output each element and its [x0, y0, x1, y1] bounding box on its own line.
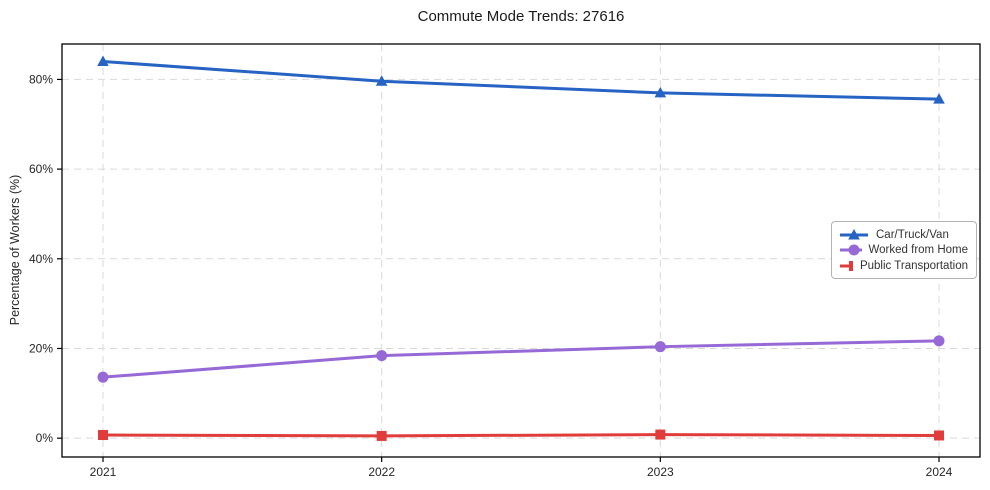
legend-item-worked-from-home: Worked from Home [839, 243, 968, 258]
marker-worked-from-home-2024 [933, 335, 945, 347]
legend-item-public-transportation: Public Transportation [839, 258, 968, 273]
marker-worked-from-home-2021 [97, 371, 109, 383]
marker-car-truck-van-2023 [654, 86, 667, 98]
x-tick-label: 2024 [926, 465, 953, 479]
marker-worked-from-home-2023 [654, 341, 666, 353]
marker-car-truck-van-2022 [375, 75, 388, 86]
marker-car-truck-van-2021 [97, 55, 109, 66]
y-tick-label: 20% [29, 341, 53, 355]
x-tick-label: 2023 [647, 465, 674, 479]
marker-public-transportation-2021 [98, 430, 108, 441]
legend: Car/Truck/Van Worked from Home Public Tran… [831, 221, 977, 279]
legend-item-car-truck-van: Car/Truck/Van [839, 227, 968, 242]
series-line-public-transportation [101, 433, 941, 438]
series-line-car-truck-van [101, 59, 941, 101]
legend-label: Public Transportation [859, 259, 968, 272]
y-tick-label: 40% [29, 252, 53, 266]
legend-label: Car/Truck/Van [876, 228, 949, 241]
series-line-worked-from-home [101, 339, 941, 379]
x-tick-label: 2021 [90, 465, 117, 479]
circle-marker-icon [840, 244, 862, 256]
marker-public-transportation-2024 [934, 430, 944, 441]
marker-public-transportation-2023 [655, 429, 666, 440]
x-tick-label: 2022 [368, 465, 395, 479]
square-marker-icon [840, 260, 853, 271]
triangle-marker-icon [840, 228, 868, 239]
legend-sample-marker [849, 260, 853, 271]
marker-public-transportation-2022 [376, 430, 387, 441]
legend-sample-marker [848, 228, 860, 239]
legend-sample-marker [848, 244, 860, 256]
y-tick-label: 80% [29, 72, 53, 86]
legend-label: Worked from Home [868, 244, 968, 256]
y-tick-label: 60% [29, 162, 53, 176]
marker-car-truck-van-2024 [933, 93, 945, 104]
chart-title: Commute Mode Trends: 27616 [417, 8, 625, 25]
y-tick-label: 0% [36, 431, 54, 445]
marker-worked-from-home-2022 [376, 350, 388, 362]
plot-border [61, 43, 981, 458]
